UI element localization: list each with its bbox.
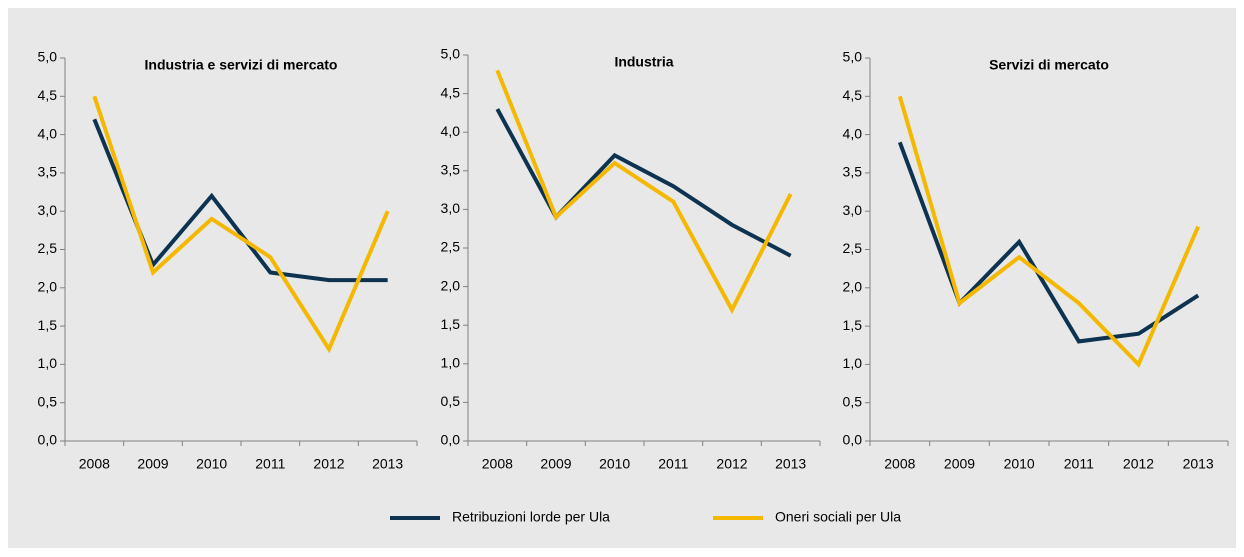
y-tick-label: 5,0: [38, 49, 58, 65]
chart-title: Industria: [614, 54, 673, 70]
y-tick-label: 2,5: [843, 240, 863, 256]
y-tick-label: 5,0: [441, 46, 461, 62]
y-tick-label: 0,0: [843, 432, 863, 448]
y-tick-label: 1,0: [843, 355, 863, 371]
y-tick-label: 3,0: [441, 200, 461, 216]
y-tick-label: 1,0: [38, 355, 58, 371]
legend-label: Retribuzioni lorde per Ula: [452, 509, 610, 525]
x-tick-label: 2012: [1123, 456, 1154, 472]
chart-title: Industria e servizi di mercato: [145, 57, 338, 73]
x-tick-label: 2011: [255, 456, 285, 472]
x-tick-label: 2012: [716, 456, 747, 472]
x-tick-label: 2010: [599, 456, 630, 472]
y-tick-label: 3,5: [441, 162, 461, 178]
x-tick-label: 2011: [1064, 456, 1094, 472]
y-tick-label: 0,0: [441, 432, 461, 448]
series-line: [495, 108, 792, 258]
y-tick-label: 4,0: [38, 125, 58, 141]
y-tick-label: 4,5: [441, 84, 461, 100]
y-tick-label: 3,0: [843, 202, 863, 218]
x-tick-label: 2010: [1004, 456, 1035, 472]
series-line: [495, 69, 793, 315]
y-tick-label: 0,5: [441, 393, 461, 409]
legend-label: Oneri sociali per Ula: [775, 509, 901, 525]
x-tick-label: 2011: [658, 456, 688, 472]
x-tick-label: 2013: [1183, 456, 1214, 472]
x-tick-label: 2012: [313, 456, 344, 472]
x-tick-label: 2010: [196, 456, 227, 472]
series-line: [897, 141, 1200, 344]
y-tick-label: 3,5: [843, 164, 863, 180]
y-tick-label: 2,0: [843, 279, 863, 295]
y-tick-label: 1,0: [441, 355, 461, 371]
x-tick-label: 2009: [540, 456, 571, 472]
x-tick-label: 2013: [775, 456, 806, 472]
y-tick-label: 1,5: [38, 317, 58, 333]
y-tick-label: 0,0: [38, 432, 58, 448]
series-line: [92, 95, 390, 354]
y-tick-label: 4,0: [441, 123, 461, 139]
y-tick-label: 4,5: [38, 87, 58, 103]
y-tick-label: 3,0: [38, 202, 58, 218]
y-tick-label: 2,5: [441, 239, 461, 255]
y-tick-label: 1,5: [441, 316, 461, 332]
y-tick-label: 3,5: [38, 164, 58, 180]
x-tick-label: 2013: [372, 456, 403, 472]
y-tick-label: 2,0: [38, 279, 58, 295]
y-tick-label: 2,5: [38, 240, 58, 256]
y-tick-label: 1,5: [843, 317, 863, 333]
chart-title: Servizi di mercato: [989, 57, 1109, 73]
x-tick-label: 2008: [79, 456, 110, 472]
y-tick-label: 4,5: [843, 87, 863, 103]
x-tick-label: 2009: [137, 456, 168, 472]
x-tick-label: 2008: [884, 456, 915, 472]
y-tick-label: 5,0: [843, 49, 863, 65]
y-tick-label: 2,0: [441, 277, 461, 293]
x-tick-label: 2008: [482, 456, 513, 472]
y-tick-label: 0,5: [843, 393, 863, 409]
y-tick-label: 4,0: [843, 125, 863, 141]
background: [8, 8, 1236, 548]
x-tick-label: 2009: [944, 456, 975, 472]
series-line: [897, 95, 1201, 368]
y-tick-label: 0,5: [38, 393, 58, 409]
